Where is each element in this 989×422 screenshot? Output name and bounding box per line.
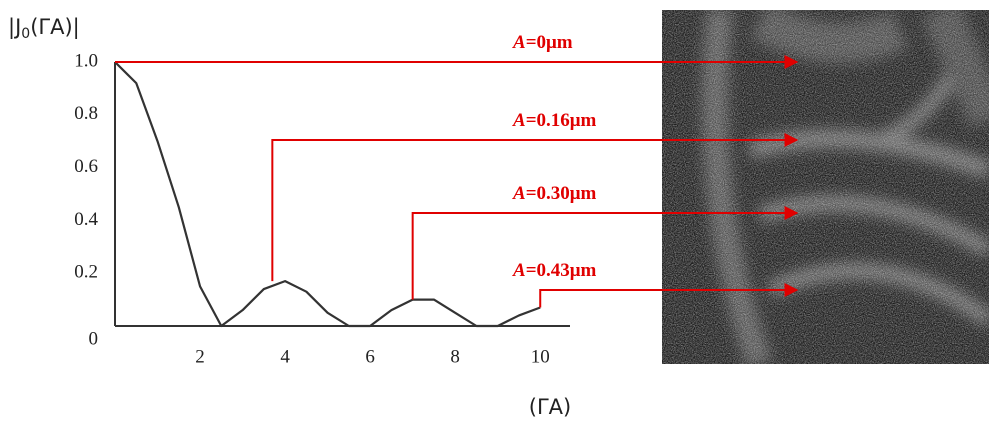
y-axis-label: |J0(ΓA)| [8, 15, 80, 42]
figure: |J0(ΓA)| (ΓA) 00.20.40.60.81.0246810A=0μ… [0, 0, 989, 422]
y-tick-label: 1.0 [74, 50, 98, 71]
y-tick-label: 0 [89, 328, 99, 349]
photo [662, 10, 989, 364]
annotation-text: =0.16μm [526, 110, 597, 131]
x-tick-label: 8 [450, 346, 460, 367]
x-axis-label: (ΓA) [529, 395, 571, 419]
y-label-main: |J [8, 15, 21, 40]
annotation-symbol: A [512, 183, 526, 204]
annotation-label: A=0.43μm [512, 260, 597, 281]
annotation-label: A=0μm [512, 32, 573, 53]
y-label-sub: 0 [21, 26, 30, 42]
annotation-text: =0.30μm [526, 183, 597, 204]
x-tick-label: 2 [195, 346, 205, 367]
annotation-symbol: A [512, 110, 526, 131]
y-label-rest: (ΓA)| [30, 15, 80, 40]
y-tick-label: 0.8 [74, 103, 98, 124]
x-tick-label: 4 [280, 346, 290, 367]
annotation-symbol: A [512, 32, 526, 53]
annotation-symbol: A [512, 260, 526, 281]
annotation-label: A=0.30μm [512, 183, 597, 204]
y-tick-label: 0.2 [74, 262, 98, 283]
y-tick-label: 0.6 [74, 156, 98, 177]
y-tick-label: 0.4 [74, 209, 98, 230]
line [115, 62, 540, 326]
annotation-text: =0.43μm [526, 260, 597, 281]
x-tick-label: 10 [531, 346, 550, 367]
page: {"chart_data": {"type": "line", "y_label… [0, 0, 989, 422]
x-tick-label: 6 [365, 346, 375, 367]
annotation-label: A=0.16μm [512, 110, 597, 131]
annotation-text: =0μm [526, 32, 573, 53]
